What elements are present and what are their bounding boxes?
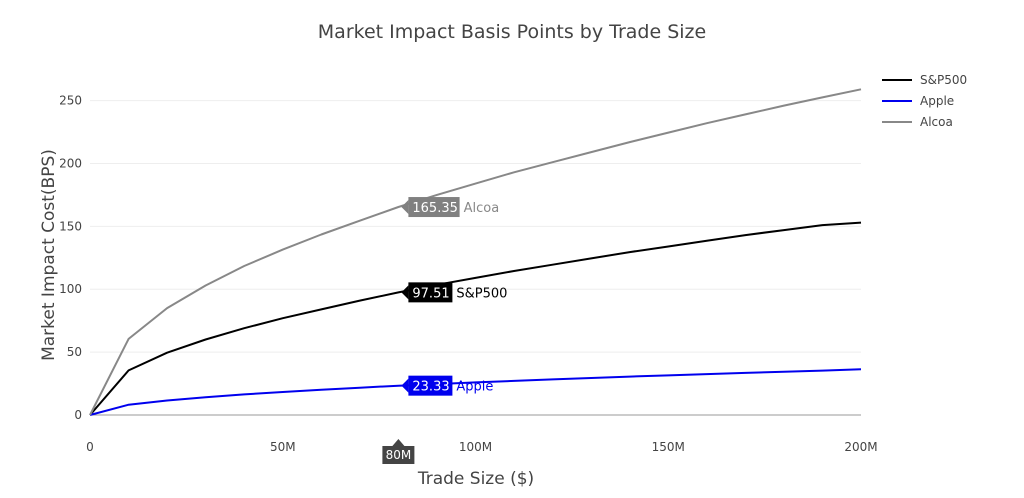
legend[interactable]: S&P500 Apple Alcoa <box>882 73 967 129</box>
legend-item[interactable]: Alcoa <box>882 115 953 129</box>
y-tick-label: 100 <box>59 282 82 296</box>
series-line[interactable] <box>89 221 862 416</box>
hover-value-box <box>408 282 453 303</box>
y-tick-label: 250 <box>59 94 82 108</box>
axis-layer: 0 50 100 150 200 250 0 50M 100M 150M 200M <box>59 94 878 454</box>
legend-label: Alcoa <box>920 115 953 129</box>
hover-x-label: 80M <box>386 448 412 462</box>
hover-layer: 80M 165.35 Alcoa 97.51 S&P500 23.33 Apple <box>382 197 507 464</box>
y-tick-label: 150 <box>59 219 82 233</box>
series-line[interactable] <box>89 368 862 416</box>
hover-arrow <box>401 285 409 300</box>
series-layer[interactable] <box>89 88 862 416</box>
hover-x-box <box>382 446 415 464</box>
grid-layer <box>90 100 861 353</box>
hover-series-name: S&P500 <box>456 286 507 301</box>
hover-series-name: Alcoa <box>464 201 500 216</box>
legend-label: S&P500 <box>920 73 967 87</box>
hover-value-box <box>408 197 460 218</box>
chart-title: Market Impact Basis Points by Trade Size <box>318 21 706 43</box>
hover-arrow <box>401 200 409 215</box>
y-tick-label: 200 <box>59 156 82 170</box>
series-line[interactable] <box>89 88 862 416</box>
legend-label: Apple <box>920 94 954 108</box>
legend-item[interactable]: S&P500 <box>882 73 967 87</box>
hover-arrow <box>401 378 409 393</box>
hover-value-box <box>408 375 453 396</box>
hover-value-label: 97.51 <box>412 286 449 301</box>
y-tick-label: 50 <box>67 345 82 359</box>
y-tick-label: 0 <box>74 408 82 422</box>
hover-x-arrow <box>392 439 405 446</box>
x-tick-label: 50M <box>270 440 296 454</box>
hover-series-name: Apple <box>456 380 493 395</box>
legend-item[interactable]: Apple <box>882 94 954 108</box>
hover-value-label: 165.35 <box>412 201 458 216</box>
x-tick-label: 100M <box>459 440 492 454</box>
x-tick-label: 0 <box>86 440 94 454</box>
x-tick-label: 200M <box>844 440 877 454</box>
x-axis-title: Trade Size ($) <box>417 469 534 489</box>
hover-value-label: 23.33 <box>412 380 449 395</box>
y-axis-title: Market Impact Cost(BPS) <box>39 149 59 361</box>
x-tick-label: 150M <box>652 440 685 454</box>
